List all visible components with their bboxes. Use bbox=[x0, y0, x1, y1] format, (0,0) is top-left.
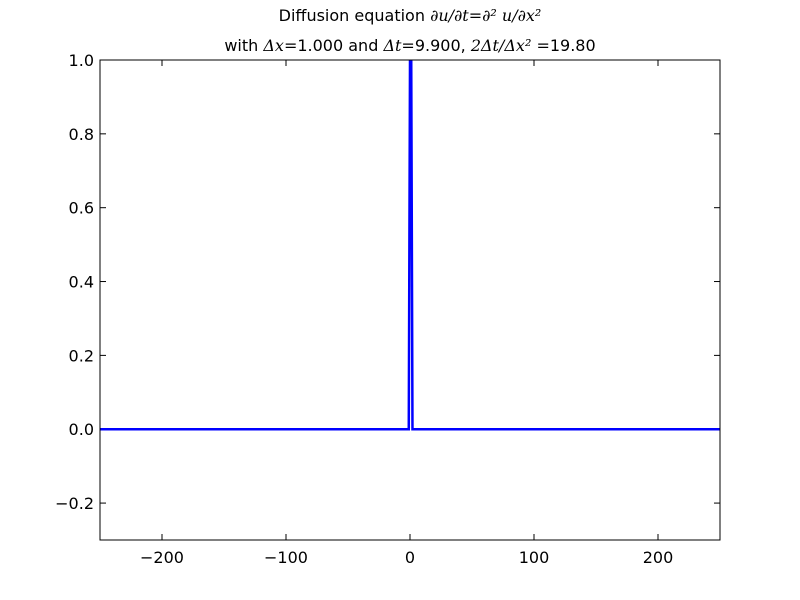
title-dx-math: Δx= bbox=[262, 36, 297, 55]
title-ratio-math: 2Δt/Δx² = bbox=[470, 36, 550, 55]
y-tick-label: 0.2 bbox=[69, 346, 94, 365]
y-tick-label: −0.2 bbox=[55, 494, 94, 513]
x-tick-label: 0 bbox=[405, 548, 415, 567]
y-tick-label: 0.8 bbox=[69, 125, 94, 144]
title-line2-comma: , bbox=[461, 36, 471, 55]
y-tick-label: 0.4 bbox=[69, 273, 94, 292]
chart-title-line2: with Δx=1.000 and Δt=9.900, 2Δt/Δx² =19.… bbox=[224, 36, 595, 55]
y-tick-labels: 1.0 0.8 0.6 0.4 0.2 0.0 −0.2 bbox=[55, 51, 94, 513]
x-tick-label: 100 bbox=[519, 548, 550, 567]
x-tick-label: −100 bbox=[264, 548, 308, 567]
title-dt-value: 9.900 bbox=[415, 36, 461, 55]
y-tick-label: 0.6 bbox=[69, 199, 94, 218]
plot-area bbox=[100, 60, 720, 431]
chart-title-line1: Diffusion equation ∂u/∂t=∂² u/∂x² bbox=[279, 6, 542, 25]
y-tick-label: 0.0 bbox=[69, 420, 94, 439]
axes-frame bbox=[99, 59, 721, 541]
title-line1-text: Diffusion equation bbox=[279, 6, 430, 25]
x-tick-label: 200 bbox=[643, 548, 674, 567]
title-dt-math: Δt= bbox=[382, 36, 414, 55]
title-ratio-value: 19.80 bbox=[550, 36, 596, 55]
title-dx-value: 1.000 bbox=[297, 36, 343, 55]
title-line1-math: ∂u/∂t=∂² u/∂x² bbox=[430, 6, 541, 25]
series-line bbox=[100, 60, 720, 431]
x-tick-label: −200 bbox=[140, 548, 184, 567]
x-tick-labels: −200 −100 0 100 200 bbox=[140, 548, 673, 567]
title-line2-with: with bbox=[224, 36, 263, 55]
title-line2-and: and bbox=[343, 36, 383, 55]
y-tick-label: 1.0 bbox=[69, 51, 94, 70]
